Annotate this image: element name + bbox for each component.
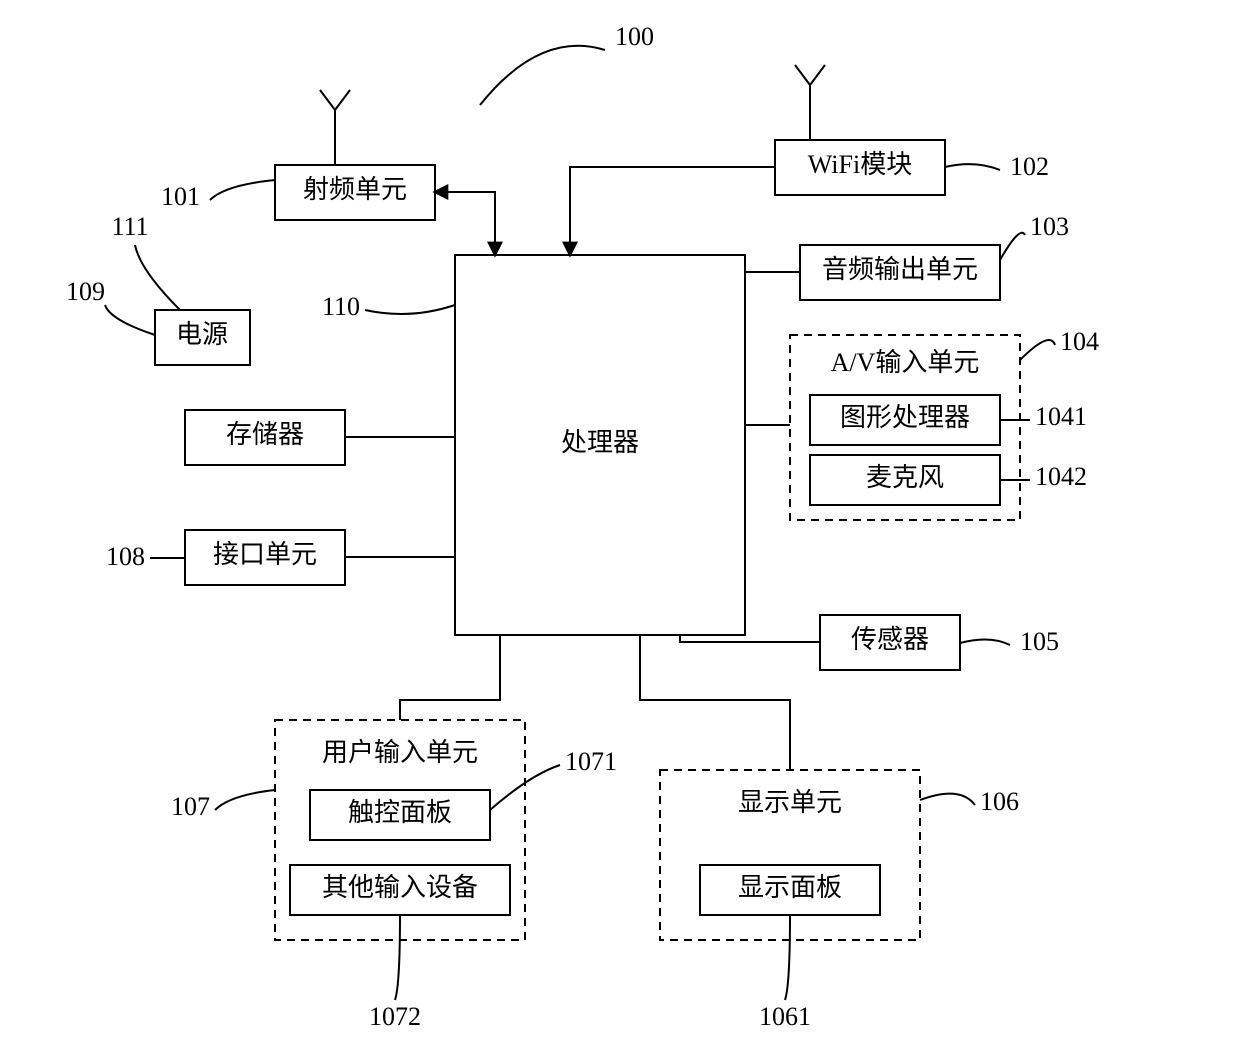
svg-text:106: 106 [980,787,1019,816]
interface-unit-label: 接口单元 [213,540,317,569]
rf-antenna-icon [320,90,350,165]
audio-output-label: 音频输出单元 [822,255,978,284]
touch-panel-label: 触控面板 [348,798,452,827]
ref-102: 102 [945,152,1049,181]
ref-110: 110 [322,292,455,321]
svg-text:1061: 1061 [759,1002,811,1031]
svg-text:1071: 1071 [565,747,617,776]
rf-unit-label: 射频单元 [303,175,407,204]
svg-text:109: 109 [66,277,105,306]
ref-107: 107 [171,790,275,821]
ref-108: 108 [106,542,185,571]
display-panel-label: 显示面板 [738,873,842,902]
svg-text:107: 107 [171,792,210,821]
conn-proc-sensor [680,635,820,642]
ref-111: 111 [111,212,180,310]
other-input-label: 其他输入设备 [322,873,478,902]
svg-text:105: 105 [1020,627,1059,656]
svg-text:100: 100 [615,22,654,51]
wifi-module-label: WiFi模块 [808,150,912,179]
memory-label: 存储器 [226,420,304,449]
sensor-label: 传感器 [851,625,929,654]
processor-label: 处理器 [561,428,639,457]
block-diagram: 处理器 射频单元 WiFi模块 音频输出单元 A/V输入单元 图形处理器 麦克风… [0,0,1239,1055]
ref-105: 105 [960,627,1059,656]
svg-text:1042: 1042 [1035,462,1087,491]
ref-101: 101 [161,180,275,211]
ref-109: 109 [66,277,155,335]
conn-rf-processor [435,192,495,255]
conn-proc-display [640,635,790,770]
svg-text:1072: 1072 [369,1002,421,1031]
wifi-antenna-icon [795,65,825,140]
ref-1042: 1042 [1000,462,1087,491]
svg-text:1041: 1041 [1035,402,1087,431]
svg-text:108: 108 [106,542,145,571]
svg-text:102: 102 [1010,152,1049,181]
ref-1072: 1072 [369,915,421,1031]
svg-text:110: 110 [322,292,360,321]
ref-100: 100 [480,22,654,105]
svg-text:101: 101 [161,182,200,211]
svg-text:103: 103 [1030,212,1069,241]
mic-label: 麦克风 [866,463,944,492]
av-input-group-label: A/V输入单元 [831,348,980,377]
conn-proc-userinput [400,635,500,720]
ref-106: 106 [920,787,1019,816]
ref-1071: 1071 [490,747,617,810]
ref-1061: 1061 [759,915,811,1031]
ref-1041: 1041 [1000,402,1087,431]
svg-text:104: 104 [1060,327,1099,356]
gpu-label: 图形处理器 [840,403,970,432]
svg-text:111: 111 [111,212,148,241]
ref-104: 104 [1020,327,1099,360]
conn-wifi-processor [570,167,775,255]
user-input-group-label: 用户输入单元 [322,738,478,767]
power-label: 电源 [176,320,228,349]
display-unit-group-label: 显示单元 [738,788,842,817]
ref-103: 103 [1000,212,1069,260]
